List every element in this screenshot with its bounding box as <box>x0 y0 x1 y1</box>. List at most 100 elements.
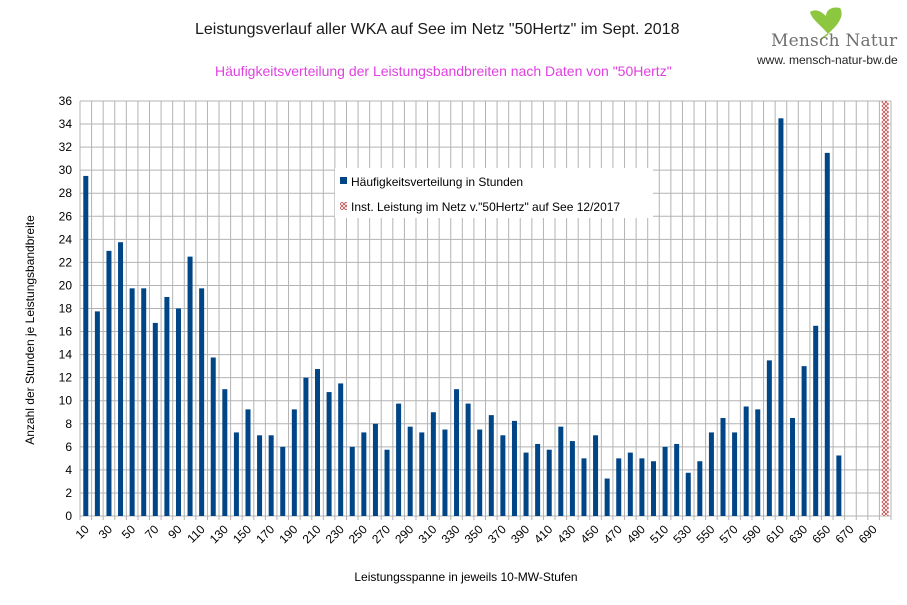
x-tick-label: 70 <box>142 522 162 542</box>
bar-520 <box>674 443 680 516</box>
legend-swatch-installed <box>340 202 347 210</box>
bar-480 <box>627 452 633 516</box>
bar-600 <box>766 360 772 516</box>
y-tick-label: 10 <box>59 394 73 408</box>
x-tick-label: 450 <box>578 522 602 546</box>
x-tick-label: 510 <box>647 522 671 546</box>
x-tick-label: 690 <box>856 522 880 546</box>
x-tick-label: 90 <box>165 522 185 542</box>
bar-370 <box>500 435 506 516</box>
y-tick-label: 12 <box>59 371 73 385</box>
y-tick-label: 32 <box>59 140 73 154</box>
x-tick-label: 150 <box>230 522 254 546</box>
x-tick-label: 410 <box>531 522 555 546</box>
bar-450 <box>593 435 599 516</box>
x-tick-label: 670 <box>833 522 857 546</box>
bar-420 <box>558 426 564 516</box>
bar-200 <box>303 377 309 516</box>
bar-160 <box>257 435 263 516</box>
bar-540 <box>697 461 703 516</box>
bar-220 <box>326 392 332 516</box>
y-tick-label: 4 <box>65 463 72 477</box>
x-tick-label: 470 <box>601 522 625 546</box>
x-tick-label: 170 <box>253 522 277 546</box>
y-tick-label: 2 <box>65 486 72 500</box>
y-tick-label: 14 <box>59 348 73 362</box>
x-tick-label: 250 <box>346 522 370 546</box>
x-tick-label: 430 <box>554 522 578 546</box>
x-tick-label: 590 <box>740 522 764 546</box>
y-tick-label: 8 <box>65 417 72 431</box>
bar-570 <box>732 432 738 516</box>
x-tick-label: 290 <box>392 522 416 546</box>
ginkgo-leaf-icon <box>810 7 842 41</box>
bar-460 <box>604 478 610 516</box>
bar-120 <box>210 357 216 516</box>
bar-530 <box>685 472 691 516</box>
bar-410 <box>546 449 552 516</box>
bar-550 <box>708 432 714 516</box>
bar-610 <box>778 118 784 517</box>
logo-url: www. mensch-natur-bw.de <box>757 53 898 67</box>
bar-390 <box>523 452 529 516</box>
bar-300 <box>419 432 425 516</box>
x-tick-label: 370 <box>485 522 509 546</box>
bar-510 <box>662 446 668 516</box>
bar-40 <box>118 242 124 516</box>
x-tick-label: 530 <box>670 522 694 546</box>
x-tick-label: 210 <box>300 522 324 546</box>
bar-140 <box>233 432 239 516</box>
bar-270 <box>384 449 390 516</box>
bar-590 <box>755 409 761 516</box>
bar-470 <box>616 458 622 516</box>
bar-580 <box>743 406 749 516</box>
bar-340 <box>465 403 471 516</box>
legend-swatch-frequency <box>340 177 347 184</box>
x-tick-label: 630 <box>786 522 810 546</box>
bar-350 <box>477 429 483 516</box>
bar-310 <box>430 412 436 516</box>
bar-630 <box>801 366 807 516</box>
bar-490 <box>639 458 645 516</box>
chart-title: Leistungsverlauf aller WKA auf See im Ne… <box>195 21 680 38</box>
x-tick-label: 130 <box>207 522 231 546</box>
y-tick-label: 26 <box>59 209 73 223</box>
x-tick-label: 650 <box>809 522 833 546</box>
bar-620 <box>790 418 796 516</box>
bar-500 <box>650 461 656 516</box>
bar-380 <box>511 420 517 516</box>
x-tick-label: 350 <box>462 522 486 546</box>
y-tick-label: 20 <box>59 278 73 292</box>
bar-320 <box>442 429 448 516</box>
x-axis-label: Leistungsspanne in jeweils 10-MW-Stufen <box>354 570 578 584</box>
bar-100 <box>187 256 193 516</box>
bar-440 <box>581 458 587 516</box>
legend: Häufigkeitsverteilung in Stunden Inst. L… <box>335 168 653 218</box>
x-tick-label: 610 <box>763 522 787 546</box>
y-axis-label: Anzahl der Stunden je Leistungsbandbreit… <box>23 215 37 445</box>
y-tick-label: 22 <box>59 255 73 269</box>
bar-210 <box>315 369 321 516</box>
bar-80 <box>164 296 170 516</box>
y-tick-label: 6 <box>65 440 72 454</box>
bar-360 <box>488 415 494 516</box>
y-tick-label: 34 <box>59 117 73 131</box>
chart-subtitle: Häufigkeitsverteilung der Leistungsbandb… <box>215 63 672 79</box>
bar-150 <box>245 409 251 516</box>
x-tick-label: 490 <box>624 522 648 546</box>
bar-60 <box>141 288 147 516</box>
bar-70 <box>152 322 158 516</box>
bar-640 <box>813 325 819 516</box>
y-tick-label: 0 <box>65 509 72 523</box>
x-tick-label: 570 <box>717 522 741 546</box>
x-tick-label: 550 <box>693 522 717 546</box>
bars <box>83 101 889 517</box>
bar-240 <box>349 446 355 516</box>
x-tick-label: 230 <box>323 522 347 546</box>
bar-290 <box>407 426 413 516</box>
bar-650 <box>824 152 830 516</box>
x-tick-label: 390 <box>508 522 532 546</box>
bar-430 <box>569 441 575 516</box>
logo-name: Mensch Natur <box>771 31 898 51</box>
x-tick-label: 50 <box>119 522 139 542</box>
